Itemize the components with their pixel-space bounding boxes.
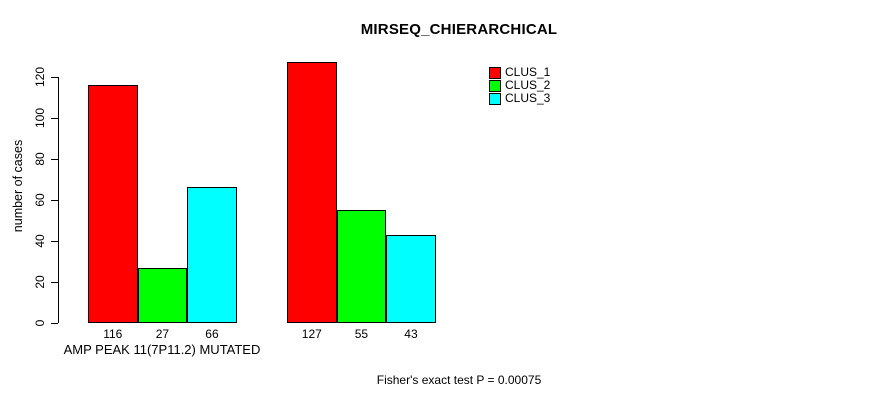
y-axis-tick-label: 80 (33, 151, 47, 166)
bar-clus_3-group-2 (386, 234, 436, 323)
y-axis-tick-label: 40 (33, 234, 47, 248)
bar-clus_2-group-2 (336, 210, 387, 323)
legend-label: CLUS_1 (505, 65, 551, 79)
y-axis-line (58, 76, 60, 323)
y-axis-tick (51, 158, 58, 161)
x-axis-group-label: AMP PEAK 11(7P11.2) MUTATED (63, 342, 261, 357)
y-axis-tick-label: 120 (33, 66, 47, 87)
bar-value-label: 43 (404, 327, 418, 341)
legend: CLUS_1 CLUS_2 CLUS_3 (489, 66, 550, 105)
bar-value-label: 55 (354, 327, 369, 341)
y-axis-tick (51, 281, 58, 284)
y-axis-tick (51, 323, 58, 325)
y-axis-tick-label: 20 (33, 275, 47, 289)
chart-title: MIRSEQ_CHIERARCHICAL (360, 21, 558, 38)
y-axis-tick (51, 117, 58, 119)
y-axis-tick (51, 199, 58, 202)
legend-label: CLUS_2 (505, 78, 551, 92)
statistical-test-note: Fisher's exact test P = 0.00075 (376, 373, 542, 387)
bar-value-label: 66 (205, 327, 219, 341)
bar-value-label: 27 (155, 327, 170, 341)
y-axis-tick-label: 60 (33, 193, 47, 207)
bar-clus_2-group-1 (137, 267, 188, 323)
legend-item-clus-3: CLUS_3 (489, 92, 550, 105)
y-axis-tick (51, 76, 58, 78)
bar-value-label: 127 (301, 327, 322, 341)
legend-swatch-icon (489, 92, 501, 105)
bar-clus_1-group-1 (88, 84, 138, 323)
legend-item-clus-2: CLUS_2 (489, 79, 550, 92)
legend-swatch-icon (489, 79, 501, 92)
y-axis-tick (51, 240, 58, 243)
bar-clus_3-group-1 (187, 187, 237, 323)
legend-swatch-icon (489, 66, 501, 79)
y-axis-tick-label: 0 (33, 319, 47, 327)
y-axis-tick-label: 100 (33, 107, 47, 128)
legend-item-clus-1: CLUS_1 (489, 66, 550, 79)
bar-value-label: 116 (103, 327, 123, 341)
bar-clus_1-group-2 (287, 62, 337, 323)
legend-label: CLUS_3 (505, 91, 551, 105)
